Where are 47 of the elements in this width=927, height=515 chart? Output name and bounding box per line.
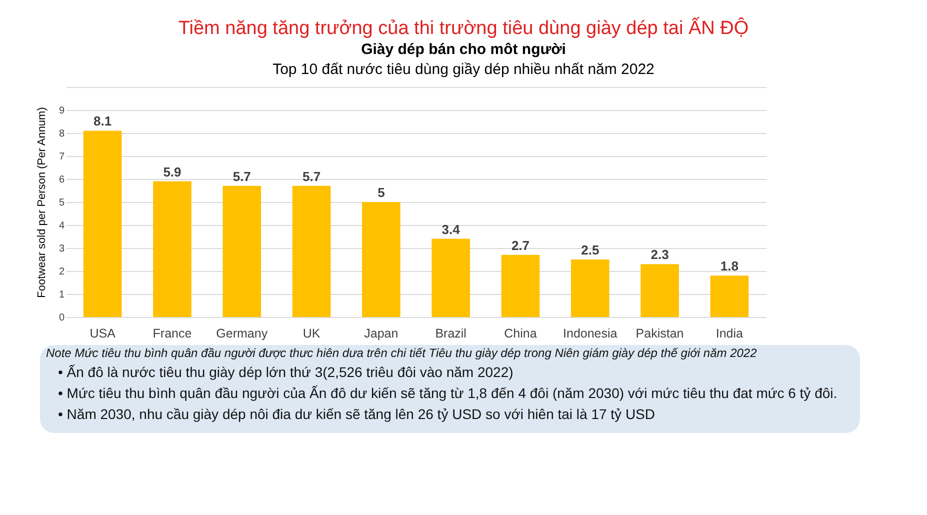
x-tick-label: USA [90, 326, 116, 340]
y-tick-label: 9 [58, 106, 65, 116]
y-tick-label: 1 [58, 290, 65, 300]
x-tick-label: UK [302, 326, 321, 340]
x-tick-label: Germany [216, 326, 268, 340]
text: • Mức tiêu thu bình quân đầu người của Ấn đô dư kiến sẽ tăng từ 1,8 đến 4 đôi (năm 2030) với mức tiêu thu đat mức 6 tỷ đôi. [58, 385, 838, 401]
y-tick-label: 7 [58, 152, 65, 162]
data-label: 5.7 [232, 168, 251, 184]
data-label: 5 [378, 185, 385, 200]
x-tick-label: Brazil [435, 326, 466, 340]
x-tick-label: China [504, 326, 537, 340]
x-tick-label: France [152, 326, 192, 340]
chart-subtitle: Giày dép bán cho môt người Top 10 đất nước tiêu dùng giầy dép nhiều nhất năm 2022 [272, 40, 656, 80]
chart-title: Tiềm năng tăng trưởng của thi trường tiêu dùng giày dép tai ẤN ĐỘ [177, 18, 750, 40]
bar [83, 130, 122, 317]
y-axis-title: Footwear sold per Person (Per Annum) [36, 107, 48, 298]
text: Note Mức tiêu thu bình quân đầu người được thưc hiên dưa trên chi tiết Tiêu thu giày dép trong Niên giám giày dép thế giới năm 2022 [46, 346, 758, 360]
bar [432, 238, 470, 317]
bar [640, 264, 679, 317]
bar [362, 202, 400, 317]
x-tick-label: Japan [364, 326, 398, 340]
y-tick-label: 4 [58, 220, 65, 232]
x-tick-label: India [716, 326, 744, 340]
y-tick-label: 0 [58, 312, 65, 324]
text: • Năm 2030, nhu cầu giày dép nôi đia dư kiến sẽ tăng lên 26 tỷ USD so với hiên tai là 17 tỷ USD [58, 406, 656, 422]
data-label: 8.1 [94, 114, 112, 129]
y-tick-label: 2 [58, 266, 65, 278]
x-tick-label: Indonesia [563, 326, 618, 340]
data-label: 5.7 [302, 168, 321, 184]
bar [570, 260, 610, 317]
bar [292, 186, 331, 317]
x-tick-label: Pakistan [636, 326, 684, 340]
bar [222, 186, 262, 317]
data-label: 2.3 [650, 247, 669, 262]
y-tick-label: 3 [58, 244, 65, 254]
bar [153, 181, 192, 317]
bar [710, 276, 749, 317]
bar [501, 254, 540, 317]
text: • Ấn đô là nước tiêu thu giày dép lớn thứ 3(2,526 triêu đôi vào năm 2022) [58, 364, 514, 380]
data-label: 5.9 [163, 164, 182, 180]
data-label: 3.4 [442, 222, 461, 237]
y-tick-label: 5 [58, 198, 65, 208]
data-label: 1.8 [720, 258, 738, 274]
data-label: 2.5 [581, 242, 600, 258]
y-tick-label: 8 [58, 128, 65, 140]
data-label: 2.7 [511, 238, 530, 253]
y-tick-label: 6 [58, 174, 65, 186]
